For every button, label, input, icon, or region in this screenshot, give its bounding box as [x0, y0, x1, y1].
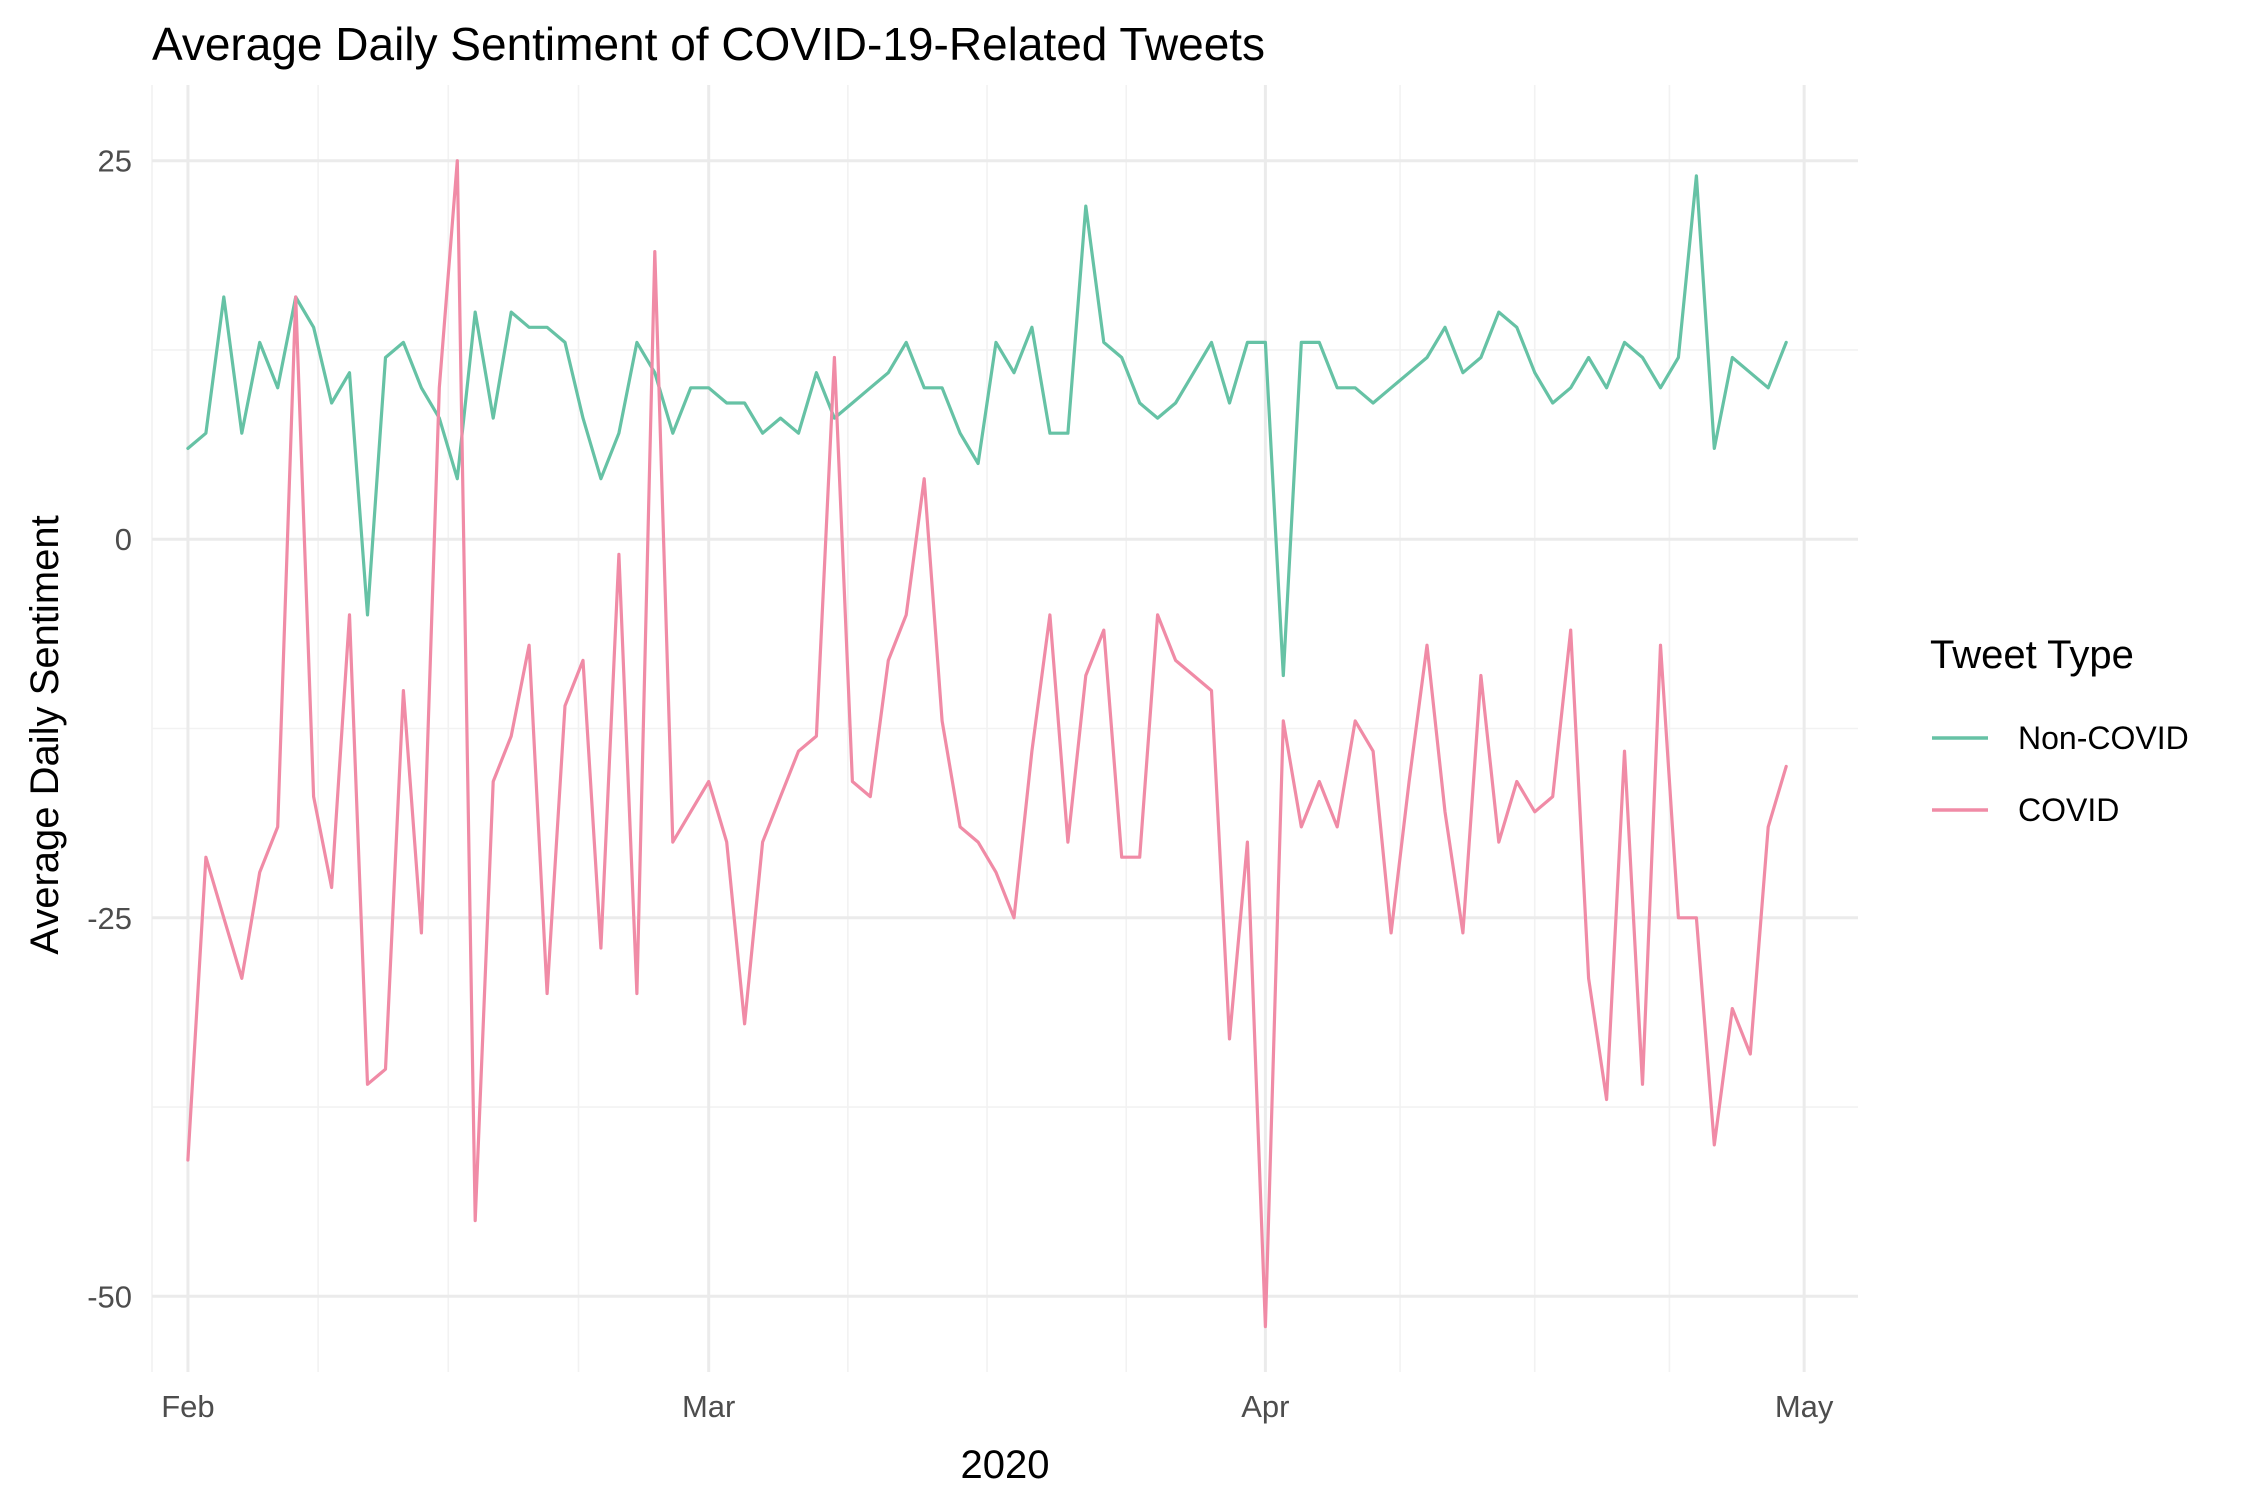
- x-tick-label: Mar: [682, 1389, 735, 1424]
- legend-title: Tweet Type: [1930, 633, 2134, 677]
- y-axis-tick-labels: 25 0 -25 -50: [87, 144, 132, 1315]
- y-tick-label: -50: [87, 1279, 132, 1314]
- y-tick-label: 0: [115, 522, 132, 557]
- major-gridlines: [152, 85, 1858, 1372]
- y-tick-label: -25: [87, 901, 132, 936]
- series-layer: [186, 159, 1788, 1329]
- minor-gridlines: [151, 85, 1858, 1372]
- x-axis-title: 2020: [961, 1443, 1050, 1487]
- series-line-covid: [186, 159, 1788, 1329]
- y-tick-label: 25: [98, 144, 132, 179]
- x-tick-label: Apr: [1241, 1389, 1289, 1424]
- chart-title: Average Daily Sentiment of COVID-19-Rela…: [152, 18, 1265, 70]
- legend-items: Non-COVID COVID: [1932, 720, 2189, 828]
- x-tick-label: Feb: [161, 1389, 214, 1424]
- legend-label: COVID: [2018, 792, 2119, 828]
- x-tick-label: May: [1775, 1389, 1834, 1424]
- legend: Tweet Type Non-COVID COVID: [1930, 633, 2189, 828]
- series-line-non-covid: [186, 174, 1788, 678]
- legend-label: Non-COVID: [2018, 720, 2189, 756]
- x-axis-tick-labels: Feb Mar Apr May: [161, 1389, 1834, 1424]
- y-axis-title: Average Daily Sentiment: [23, 515, 67, 955]
